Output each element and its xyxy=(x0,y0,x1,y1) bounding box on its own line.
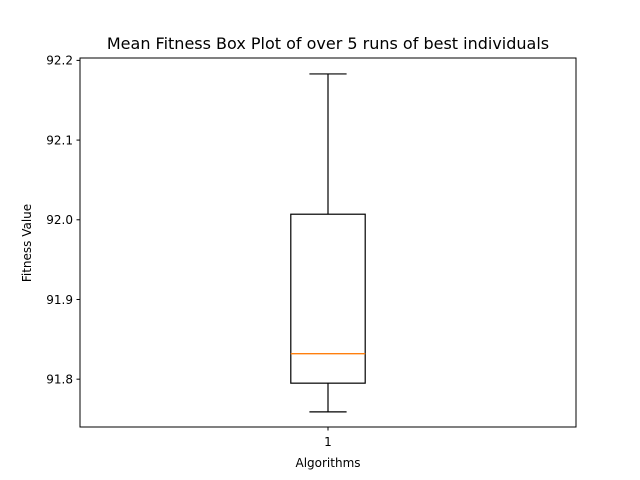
y-tick-label: 91.9 xyxy=(46,293,73,307)
y-tick-label: 92.0 xyxy=(46,213,73,227)
y-axis: 91.8 91.9 92.0 92.1 92.2 xyxy=(46,54,80,386)
y-tick-label: 91.8 xyxy=(46,372,73,386)
y-tick-label: 92.2 xyxy=(46,54,73,68)
x-axis-label: Algorithms xyxy=(295,456,360,470)
chart-title: Mean Fitness Box Plot of over 5 runs of … xyxy=(107,34,549,53)
y-axis-label: Fitness Value xyxy=(20,204,34,282)
x-axis: 1 xyxy=(324,427,332,449)
box-plot-series xyxy=(290,73,366,413)
box xyxy=(290,213,366,384)
y-tick-label: 92.1 xyxy=(46,133,73,147)
x-tick-label: 1 xyxy=(324,435,332,449)
